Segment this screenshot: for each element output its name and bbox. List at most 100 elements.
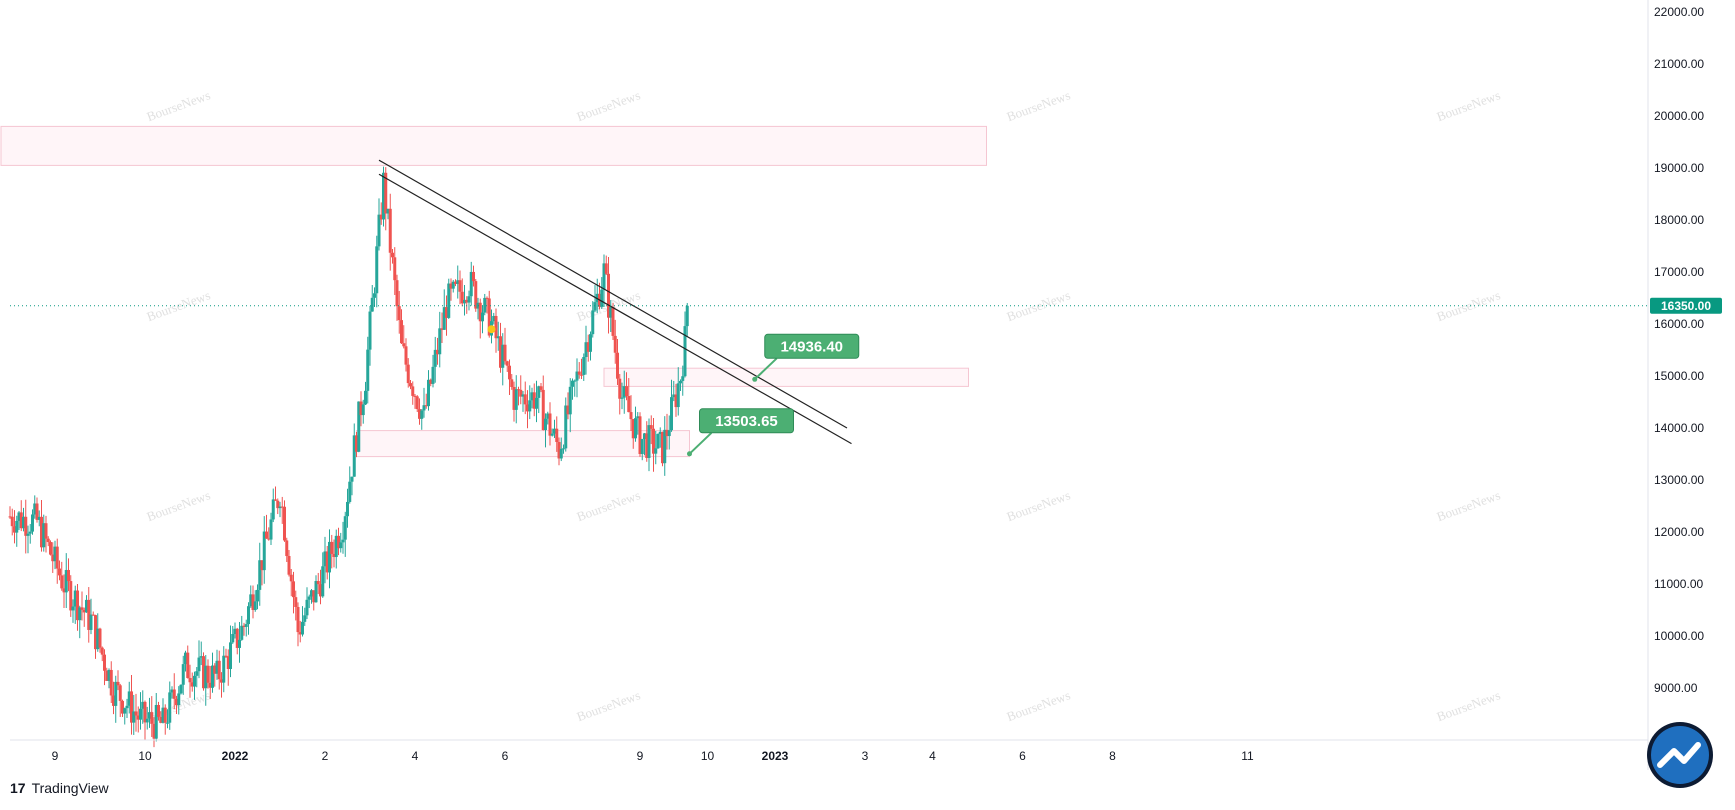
candle-down [118,685,122,701]
candle-down [69,581,73,611]
candle-up [663,429,667,464]
candle-down [566,405,570,415]
candle-down [411,386,415,396]
candle-down [213,665,217,674]
candle-up [343,516,347,540]
candle-down [586,342,590,352]
candle-up [314,581,318,603]
candle-up [258,560,262,590]
candle-down [474,281,478,309]
candle-up [463,299,466,304]
candle-down [402,343,406,347]
candle-up [420,410,424,419]
candle-down [274,499,277,501]
price-tick-label: 19000.00 [1654,161,1704,175]
candle-down [523,394,527,405]
footer-branding[interactable]: 17 TradingView [10,780,109,796]
candle-down [287,556,291,575]
candle-up [575,371,579,381]
candle-down [87,599,91,630]
candle-down [67,569,70,582]
candle-up [181,664,185,685]
descending-trendline[interactable] [378,173,852,445]
candle-up [170,689,174,693]
candle-down [391,252,394,258]
candle-down [44,523,48,539]
candle-down [217,660,221,680]
candle-up [537,386,541,398]
candle-up [620,397,624,399]
candle-down [40,516,43,548]
price-callouts[interactable]: 14936.40 13503.65 [687,333,860,457]
candle-down [190,682,194,687]
time-axis[interactable]: 9 10 2022 2 4 6 9 10 2023 3 4 6 8 11 [52,749,1254,763]
candle-up [321,566,325,597]
time-tick-label: 6 [502,749,509,763]
candle-down [62,588,66,593]
candle-down [404,346,408,365]
candle-down [478,302,482,322]
candle-up [571,380,574,387]
candle-up [22,516,25,529]
candle-down [355,435,358,452]
candle-up [422,405,426,411]
candle-up [148,712,151,719]
candle-down [505,361,509,366]
price-callout[interactable]: 14936.40 [752,333,860,382]
candle-down [283,506,286,541]
price-callout[interactable]: 13503.65 [687,408,794,457]
candle-up [71,606,75,611]
descending-trendline[interactable] [378,159,848,429]
candle-down [94,615,97,650]
time-tick-label: 2023 [762,749,789,763]
candle-up [154,704,158,739]
callout-box [764,333,860,359]
candle-down [508,365,511,380]
candle-down [163,707,167,723]
price-axis[interactable]: 9000.00 10000.00 11000.00 12000.00 13000.00 1… [1654,5,1704,695]
candle-up [562,448,565,450]
candle-down [557,442,561,459]
candle-down [91,614,95,616]
trendline-layer[interactable] [378,159,852,445]
price-tick-label: 18000.00 [1654,213,1704,227]
candle-up [501,344,505,368]
chart-logo-badge[interactable] [1647,722,1713,788]
candle-up [28,531,32,534]
candle-up [310,590,313,597]
candle-up [447,283,451,318]
candle-up [233,628,237,635]
candle-up [366,349,370,391]
candle-down [499,336,502,368]
candle-down [539,386,543,390]
candle-up [262,531,266,571]
candle-up [350,476,354,482]
candle-down [251,594,255,610]
candle-up [85,599,88,613]
candle-up [73,590,77,607]
candle-down [157,704,160,717]
candle-up [670,397,673,431]
candle-down [665,429,669,437]
candle-up [530,392,534,401]
candle-up [368,311,372,350]
candle-up [602,263,606,290]
candle-up [535,397,538,409]
candle-down [413,395,417,397]
price-zone [0,125,987,166]
candle-down [555,428,559,443]
candle-up [211,665,214,688]
candle-up [564,405,568,449]
callout-label: 13503.65 [715,413,778,430]
candle-up [636,416,640,419]
candle-up [53,546,57,562]
candle-up [161,707,165,723]
candle-down [136,715,140,720]
last-price-tag: 16350.00 [1650,297,1722,314]
event-marker[interactable] [487,325,496,334]
candle-up [123,708,127,714]
candle-down [202,656,205,689]
candle-down [109,669,113,696]
candle-down [265,531,268,539]
